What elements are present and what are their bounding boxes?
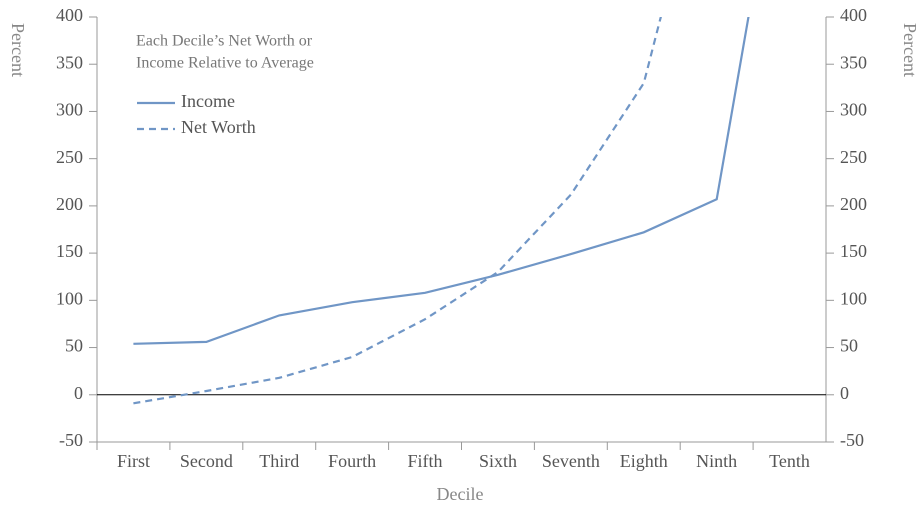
y2-tick-label: 0: [840, 383, 849, 403]
y2-tick-label: 200: [840, 194, 867, 214]
y2-axis-label: Percent: [900, 23, 920, 77]
x-tick-label: Fifth: [408, 451, 443, 471]
x-tick-label: Second: [180, 451, 233, 471]
y-tick-label: 400: [56, 5, 83, 25]
annotation: Each Decile’s Net Worth or: [136, 33, 313, 50]
y-tick-label: -50: [59, 430, 83, 450]
line: [133, 17, 662, 405]
y-axis-label: Percent: [8, 23, 28, 77]
y-tick-label: 350: [56, 52, 83, 72]
y2-tick-label: 300: [840, 100, 867, 120]
y2-tick-label: 250: [840, 147, 867, 167]
x-tick-label: Ninth: [696, 451, 737, 471]
legend-label: Net Worth: [181, 117, 256, 137]
x-tick-label: Eighth: [620, 451, 668, 471]
x-tick-label: Tenth: [769, 451, 810, 471]
y-tick-label: 200: [56, 194, 83, 214]
x-tick-label: Sixth: [479, 451, 517, 471]
y-tick-label: 300: [56, 100, 83, 120]
x-tick-label: Fourth: [328, 451, 376, 471]
x-tick-label: First: [117, 451, 150, 471]
y-tick-label: 150: [56, 241, 83, 261]
y-tick-label: 0: [74, 383, 83, 403]
line: [133, 17, 750, 345]
y2-tick-label: -50: [840, 430, 864, 450]
y2-tick-label: 400: [840, 5, 867, 25]
x-tick-label: Seventh: [542, 451, 600, 471]
legend-label: Income: [181, 91, 235, 111]
y-tick-label: 50: [65, 336, 83, 356]
y2-tick-label: 350: [840, 52, 867, 72]
annotation: Income Relative to Average: [136, 55, 314, 72]
x-axis-label: Decile: [437, 484, 484, 504]
y2-tick-label: 150: [840, 241, 867, 261]
y2-tick-label: 100: [840, 288, 867, 308]
y-tick-label: 250: [56, 147, 83, 167]
y-tick-label: 100: [56, 288, 83, 308]
x-tick-label: Third: [259, 451, 299, 471]
y2-tick-label: 50: [840, 336, 858, 356]
